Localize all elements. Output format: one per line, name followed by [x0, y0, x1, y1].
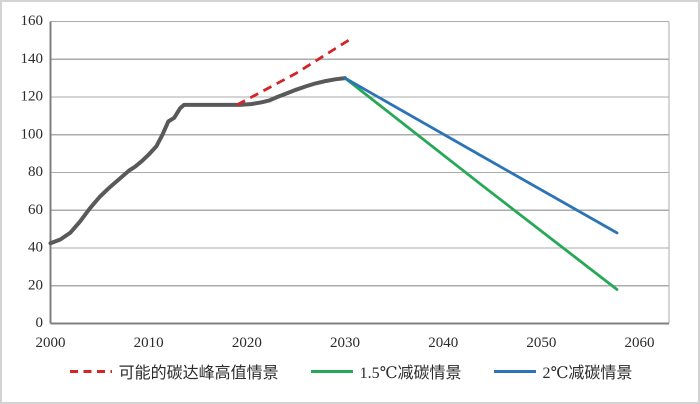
- legend-label: 可能的碳达峰高值情景: [118, 365, 279, 382]
- x-tick-label: 2020: [232, 335, 262, 351]
- legend-swatch-scenario-2c: [493, 370, 536, 373]
- legend-label: 2℃减碳情景: [542, 365, 633, 382]
- y-tick-label: 0: [36, 315, 44, 331]
- y-tick-label: 100: [21, 126, 44, 142]
- legend-item-scenario-1-5c: 1.5℃减碳情景: [309, 359, 462, 383]
- legend-swatch-scenario-1-5c: [310, 370, 353, 373]
- series-historical-emissions: [48, 76, 347, 246]
- legend-swatch-peak-high-scenario: [69, 370, 112, 373]
- y-tick-label: 140: [21, 51, 44, 67]
- x-tick-label: 2040: [428, 335, 458, 351]
- y-tick-label: 160: [21, 13, 44, 29]
- x-tick-label: 2010: [134, 335, 164, 351]
- y-tick-label: 120: [21, 89, 44, 105]
- x-tick-label: 2060: [625, 335, 655, 351]
- legend-item-peak-high-scenario: 可能的碳达峰高值情景: [68, 359, 279, 383]
- y-tick-label: 40: [28, 240, 43, 256]
- y-tick-label: 60: [28, 202, 43, 218]
- series-peak-high-scenario: [236, 38, 351, 107]
- x-tick-label: 2050: [526, 335, 556, 351]
- y-tick-label: 80: [28, 164, 43, 180]
- series-scenario-2c: [343, 76, 619, 235]
- x-tick-label: 2000: [36, 335, 66, 351]
- y-tick-label: 20: [28, 277, 43, 293]
- legend-item-scenario-2c: 2℃减碳情景: [492, 359, 633, 383]
- x-tick-label: 2030: [330, 335, 360, 351]
- series-scenario-1-5c: [343, 76, 619, 291]
- legend: 可能的碳达峰高值情景 1.5℃减碳情景 2℃减碳情景: [2, 356, 698, 386]
- legend-label: 1.5℃减碳情景: [359, 365, 462, 382]
